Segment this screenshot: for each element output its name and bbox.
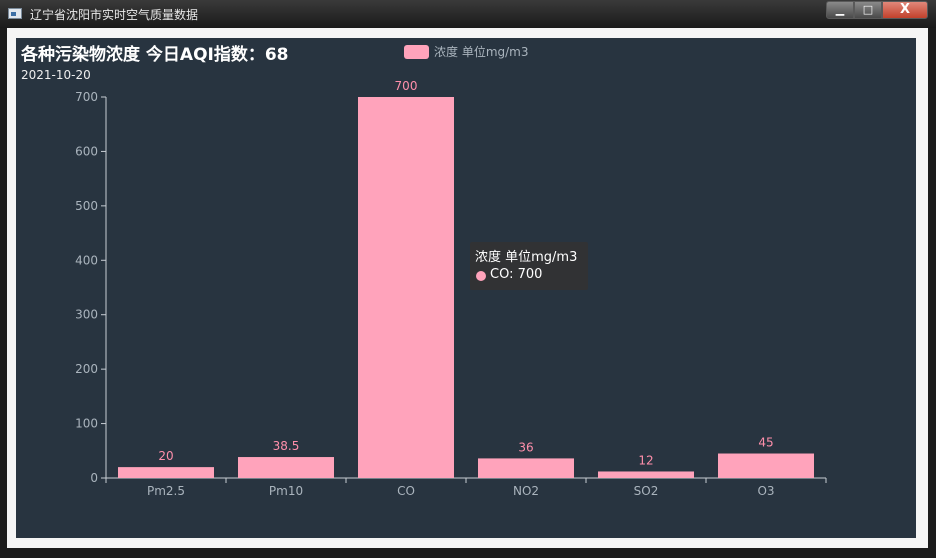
legend-swatch [404,44,429,59]
bar-value-label: 20 [158,449,173,463]
x-tick-label: Pm2.5 [147,484,185,498]
x-tick-label: Pm10 [269,484,303,498]
maximize-button[interactable]: □ [854,1,882,19]
x-tick-label: CO [397,484,415,498]
bar-no2 [478,458,574,478]
bar-co [358,97,454,478]
tooltip-series-marker [476,271,486,281]
x-tick-label: NO2 [513,484,539,498]
y-tick-label: 500 [75,199,98,213]
chart-title: 各种污染物浓度 今日AQI指数：68 [21,45,289,65]
bar-value-label: 12 [638,453,653,467]
chart-legend[interactable]: 浓度 单位mg/m3 [404,43,529,60]
bar-pm10 [238,457,334,478]
bar-value-label: 36 [518,440,533,454]
y-tick-label: 100 [75,417,98,431]
y-tick-label: 700 [75,90,98,104]
y-tick-label: 200 [75,362,98,376]
legend-label: 浓度 单位mg/m3 [434,45,529,59]
x-tick-label: SO2 [634,484,659,498]
y-tick-label: 300 [75,308,98,322]
window-title: 辽宁省沈阳市实时空气质量数据 [30,8,199,22]
bar-pm25 [118,467,214,478]
tooltip-item: CO: 700 [490,267,543,282]
window-titlebar: 辽宁省沈阳市实时空气质量数据 ▁ □ X [0,0,936,28]
close-button[interactable]: X [882,1,928,19]
tooltip-title: 浓度 单位mg/m3 [475,250,578,265]
bar-value-label: 700 [395,79,418,93]
bar-value-label: 38.5 [273,439,300,453]
y-tick-label: 400 [75,253,98,267]
y-tick-label: 0 [90,471,98,485]
bar-so2 [598,471,694,478]
bar-value-label: 45 [758,436,773,450]
app-window-icon [8,8,22,19]
bar-o3 [718,453,814,478]
minimize-button[interactable]: ▁ [826,1,854,19]
y-tick-label: 600 [75,144,98,158]
chart-tooltip: 浓度 单位mg/m3 CO: 700 [470,242,588,290]
x-tick-label: O3 [757,484,774,498]
chart-subtitle: 2021-10-20 [21,68,91,82]
